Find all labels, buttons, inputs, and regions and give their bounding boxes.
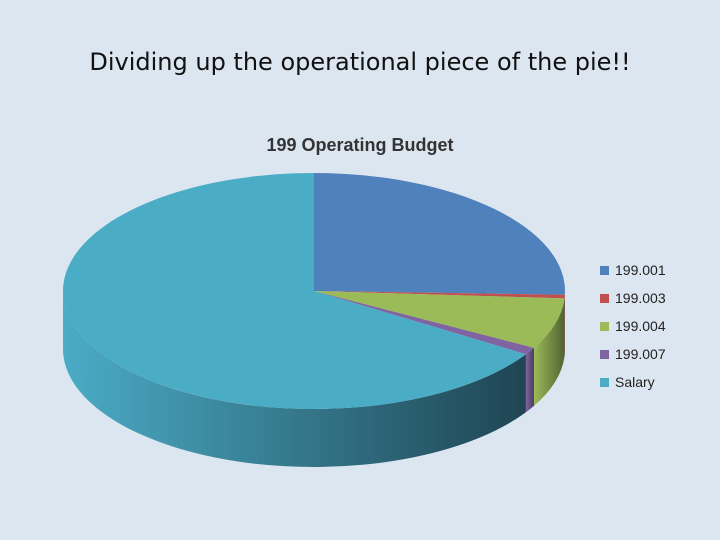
legend-swatch xyxy=(600,293,609,303)
legend-label: 199.007 xyxy=(615,346,666,362)
chart-title-text: 199 Operating Budget xyxy=(266,135,454,155)
legend-label: 199.003 xyxy=(615,290,666,306)
legend-label: 199.004 xyxy=(615,318,666,334)
legend-swatch xyxy=(600,377,609,387)
pie-slice-199-003 xyxy=(314,291,565,299)
legend-label: Salary xyxy=(615,374,655,390)
pie-slice-salary xyxy=(63,173,526,409)
legend-swatch xyxy=(600,265,609,275)
legend-swatch xyxy=(600,349,609,359)
legend-label: 199.001 xyxy=(615,262,666,278)
slide-title: Dividing up the operational piece of the… xyxy=(89,48,631,76)
legend-item-199-007: 199.007 xyxy=(600,340,666,368)
legend-swatch xyxy=(600,321,609,331)
pie-slice-199-001 xyxy=(314,173,565,295)
legend-item-199-003: 199.003 xyxy=(600,284,666,312)
legend-item-salary: Salary xyxy=(600,368,666,396)
pie-side-199-004 xyxy=(533,298,565,406)
chart-legend: 199.001 199.003 199.004 199.007 Salary xyxy=(600,256,666,396)
pie-side-199-007 xyxy=(525,347,534,413)
chart-title: 199 Operating Budget xyxy=(0,135,720,156)
pie-slice-199-007 xyxy=(314,291,534,355)
legend-item-199-004: 199.004 xyxy=(600,312,666,340)
pie-slice-199-004 xyxy=(314,291,565,348)
pie-side-salary xyxy=(63,291,526,468)
legend-item-199-001: 199.001 xyxy=(600,256,666,284)
